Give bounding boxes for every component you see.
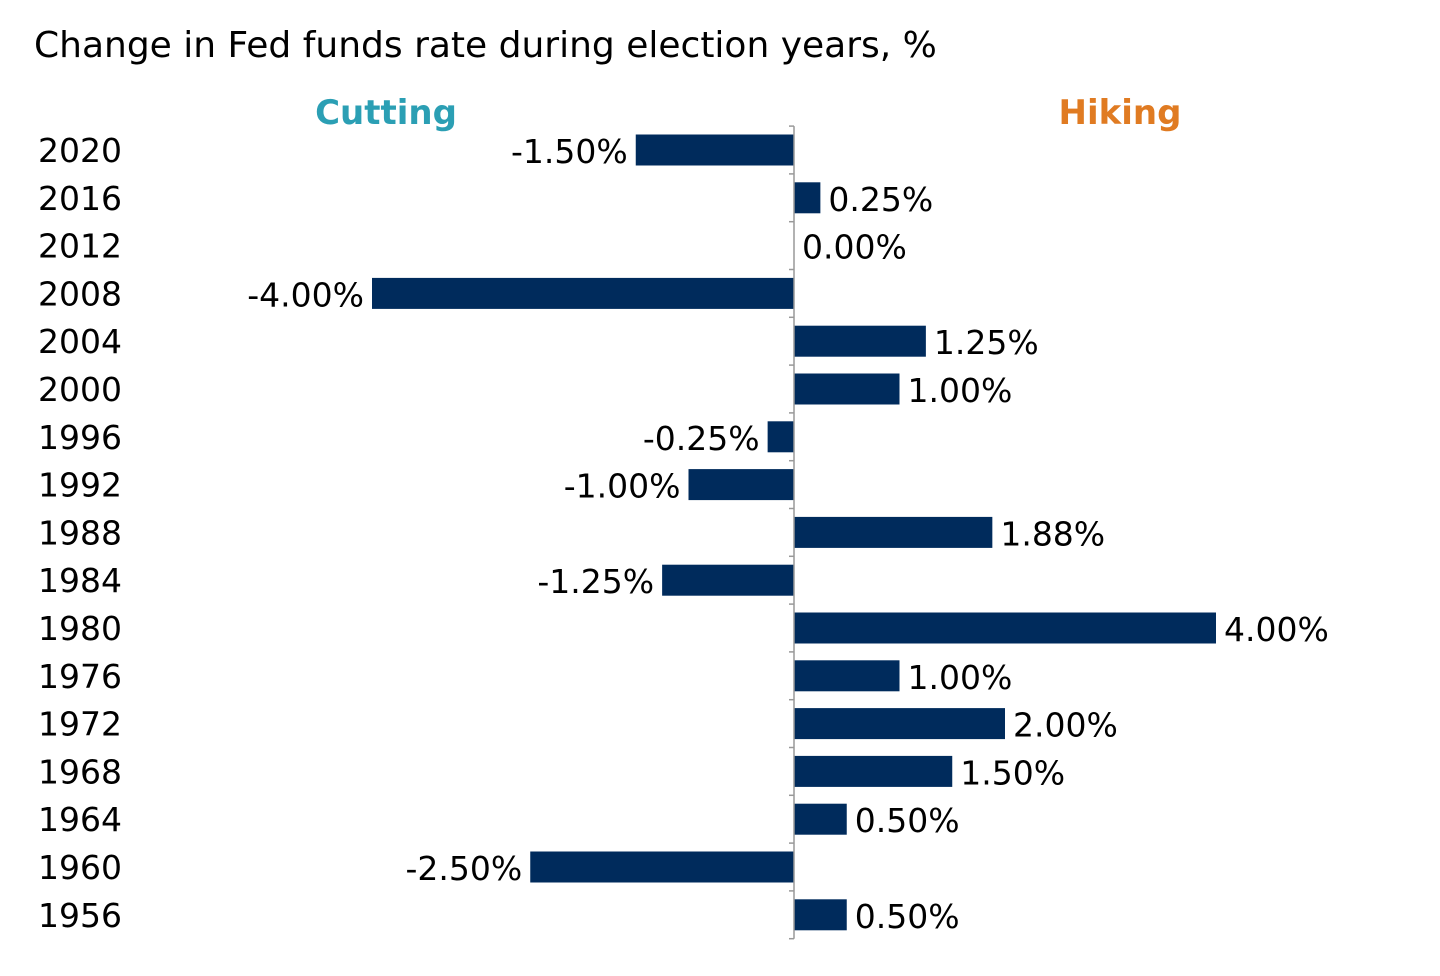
year-label-2008: 2008 bbox=[38, 274, 122, 313]
bar-2008 bbox=[372, 277, 794, 309]
bar-group: 2020 -1.50% 2016 0.25% 2012 0.00% 2008 -4.00% 20… bbox=[38, 131, 1329, 936]
value-label-1996: -0.25% bbox=[643, 419, 760, 458]
year-label-2016: 2016 bbox=[38, 179, 122, 218]
value-label-1960: -2.50% bbox=[406, 849, 523, 888]
year-label-2020: 2020 bbox=[38, 131, 122, 170]
bar-1976 bbox=[794, 660, 900, 692]
year-label-1976: 1976 bbox=[38, 657, 122, 696]
year-label-2004: 2004 bbox=[38, 322, 122, 361]
value-label-2016: 0.25% bbox=[828, 180, 933, 219]
chart-title: Change in Fed funds rate during election… bbox=[34, 25, 937, 66]
value-label-1976: 1.00% bbox=[908, 658, 1013, 697]
value-label-1972: 2.00% bbox=[1013, 706, 1118, 745]
bar-1992 bbox=[688, 469, 794, 501]
bar-2016 bbox=[794, 182, 821, 214]
year-label-1996: 1996 bbox=[38, 418, 122, 457]
value-label-1956: 0.50% bbox=[855, 897, 960, 936]
value-label-1980: 4.00% bbox=[1224, 610, 1329, 649]
value-label-1968: 1.50% bbox=[960, 753, 1065, 792]
bar-1956 bbox=[794, 899, 847, 931]
year-label-1980: 1980 bbox=[38, 609, 122, 648]
bar-1984 bbox=[662, 564, 794, 596]
year-label-2000: 2000 bbox=[38, 370, 122, 409]
bar-1960 bbox=[530, 851, 794, 883]
zero-axis bbox=[789, 125, 795, 940]
value-label-1988: 1.88% bbox=[1000, 514, 1105, 553]
hiking-label: Hiking bbox=[1059, 93, 1182, 133]
year-label-1956: 1956 bbox=[38, 896, 122, 935]
year-label-1972: 1972 bbox=[38, 705, 122, 744]
bar-1996 bbox=[767, 421, 794, 453]
year-label-1992: 1992 bbox=[38, 466, 122, 505]
bar-1980 bbox=[794, 612, 1216, 644]
value-label-2020: -1.50% bbox=[511, 132, 628, 171]
value-label-2012: 0.00% bbox=[802, 228, 907, 267]
value-label-1984: -1.25% bbox=[537, 562, 654, 601]
bar-1972 bbox=[794, 708, 1005, 740]
year-label-2012: 2012 bbox=[38, 227, 122, 266]
year-label-1968: 1968 bbox=[38, 752, 122, 791]
year-label-1984: 1984 bbox=[38, 561, 122, 600]
bar-2000 bbox=[794, 373, 900, 405]
bar-2020 bbox=[635, 134, 794, 166]
bar-1988 bbox=[794, 516, 993, 548]
value-label-2000: 1.00% bbox=[908, 371, 1013, 410]
value-label-2004: 1.25% bbox=[934, 323, 1039, 362]
value-label-1992: -1.00% bbox=[564, 467, 681, 506]
bar-2004 bbox=[794, 325, 926, 357]
value-label-2008: -4.00% bbox=[247, 275, 364, 314]
bar-1964 bbox=[794, 803, 847, 835]
year-label-1960: 1960 bbox=[38, 848, 122, 887]
year-label-1964: 1964 bbox=[38, 800, 122, 839]
cutting-label: Cutting bbox=[315, 93, 457, 133]
bar-1968 bbox=[794, 755, 953, 787]
year-label-1988: 1988 bbox=[38, 513, 122, 552]
value-label-1964: 0.50% bbox=[855, 801, 960, 840]
